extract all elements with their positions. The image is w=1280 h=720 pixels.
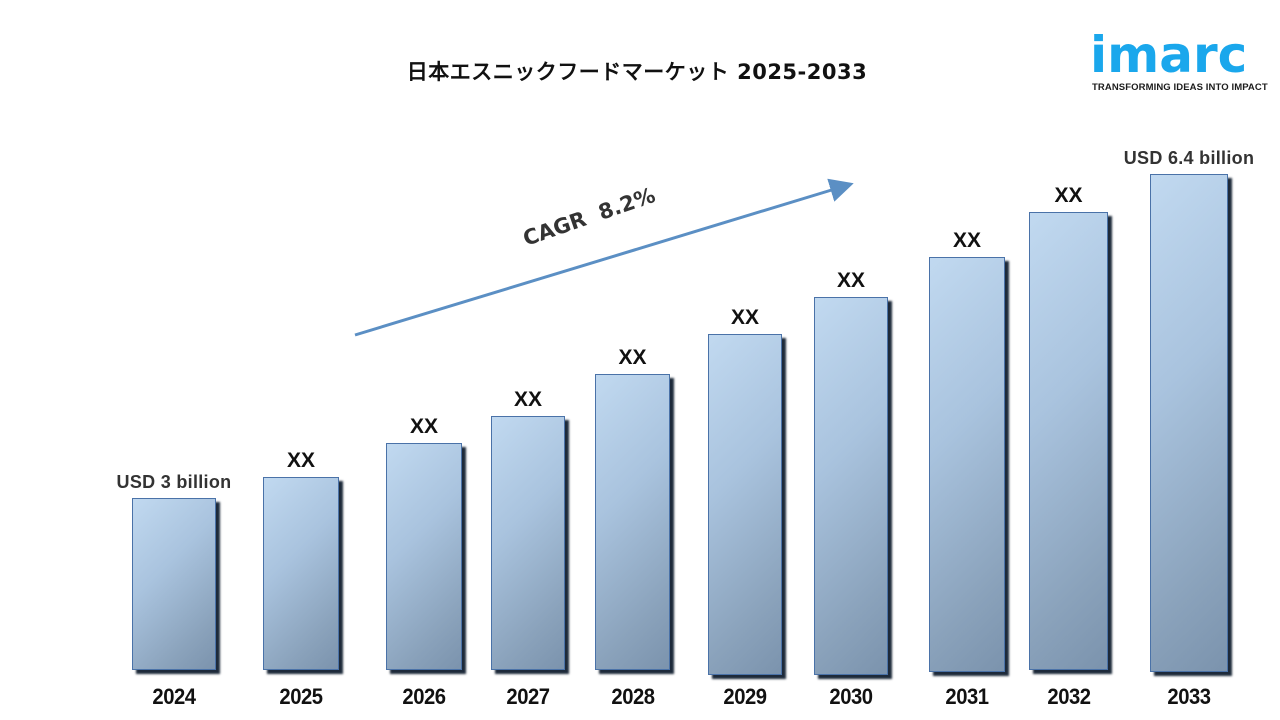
- bar-value-label: USD 6.4 billion: [1123, 148, 1255, 168]
- x-axis-label: 2025: [279, 684, 323, 709]
- bar-value-label: XX: [513, 388, 542, 411]
- bar-value-label: XX: [618, 346, 647, 369]
- chart-title: 日本エスニックフードマーケット 2025-2033: [406, 60, 868, 84]
- bar-2028: [595, 374, 670, 670]
- bar-2024: [132, 498, 216, 670]
- bar-2029: [708, 334, 782, 675]
- bar-value-label: USD 3 billion: [116, 472, 232, 492]
- bar-2027: [491, 416, 565, 670]
- bar-2026: [386, 443, 462, 670]
- x-axis-label: 2026: [402, 684, 446, 709]
- bar-value-label: XX: [409, 415, 438, 438]
- bar-2033: [1150, 174, 1228, 672]
- cagr-annotation: CAGR 8.2%: [520, 183, 659, 251]
- bar-value-label: XX: [952, 229, 981, 252]
- x-axis-label: 2027: [506, 684, 550, 709]
- x-axis-label: 2028: [610, 684, 655, 709]
- x-axis-label: 2031: [945, 684, 989, 709]
- bar-2032: [1029, 212, 1108, 670]
- bar-value-label: XX: [730, 306, 759, 329]
- x-axis-label: 2033: [1167, 684, 1211, 709]
- bar-2030: [814, 297, 888, 675]
- bar-2031: [929, 257, 1005, 672]
- bar-value-label: XX: [1054, 184, 1083, 207]
- imarc-logo: imarc TRANSFORMING IDEAS INTO IMPACT: [1088, 18, 1268, 98]
- bar-value-label: XX: [836, 269, 865, 292]
- bar-2025: [263, 477, 339, 670]
- bar-value-label: XX: [286, 449, 315, 472]
- x-axis-label: 2030: [829, 684, 873, 709]
- x-axis-label: 2029: [723, 684, 767, 709]
- logo-wordmark: imarc: [1090, 26, 1248, 84]
- x-axis-label: 2032: [1046, 684, 1091, 709]
- logo-tagline: TRANSFORMING IDEAS INTO IMPACT: [1092, 82, 1268, 93]
- x-axis-label: 2024: [152, 684, 196, 709]
